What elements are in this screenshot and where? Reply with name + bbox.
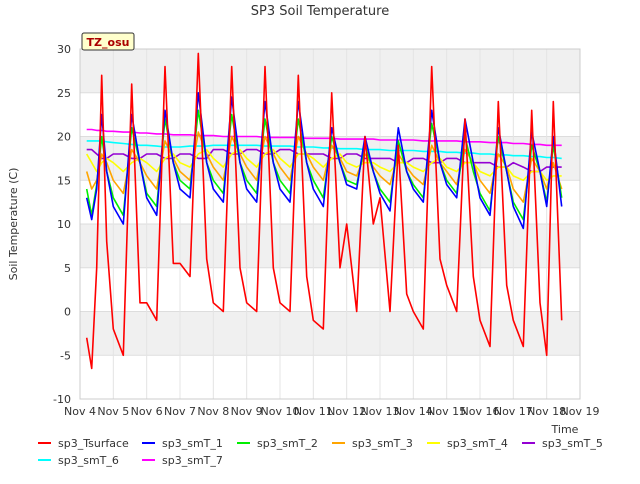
series-line-sp3-smt-3 [85,131,563,203]
legend-label: sp3_smT_7 [162,454,223,467]
y-axis-ticks: -10 -5 0 5 10 15 20 25 30 [53,43,71,406]
legend-label: sp3_smT_4 [447,437,508,450]
x-tick-label: Nov 5 [97,405,129,418]
x-tick-label: Nov 12 [327,405,366,418]
legend-item: sp3_smT_5 [522,437,603,450]
legend-label: sp3_smT_5 [542,437,603,450]
x-tick-label: Nov 19 [561,405,600,418]
x-tick-label: Nov 13 [361,405,400,418]
x-tick-label: Nov 7 [164,405,196,418]
x-tick-label: Nov 14 [394,405,433,418]
plot-band [80,224,580,268]
x-tick-label: Nov 16 [461,405,500,418]
series-line-sp3-smt-6 [86,140,562,160]
legend-label: sp3_Tsurface [58,437,129,450]
chart-title: SP3 Soil Temperature [251,4,389,19]
x-tick-label: Nov 9 [231,405,263,418]
legend-label: sp3_smT_6 [58,454,119,467]
series-line-sp3-smt-1 [85,92,563,230]
series-line-sp3-tsurface [85,52,563,370]
y-tick-label: 5 [64,262,71,275]
x-tick-label: Nov 18 [527,405,566,418]
legend-label: sp3_smT_2 [257,437,318,450]
x-tick-label: Nov 17 [494,405,533,418]
series-layer [85,52,563,370]
annotation-box: TZ_osu [81,32,135,51]
x-tick-label: Nov 4 [64,405,96,418]
legend-item: sp3_smT_3 [332,437,413,450]
x-axis-label: Time [551,423,579,436]
plot-frame [79,48,581,400]
plot-band [80,311,580,356]
legend-item: sp3_smT_7 [142,454,223,467]
x-tick-label: Nov 10 [261,405,300,418]
x-tick-label: Nov 8 [197,405,229,418]
x-tick-label: Nov 6 [131,405,163,418]
legend-item: sp3_smT_4 [427,437,508,450]
y-tick-label: 20 [57,131,71,144]
annotation-label: TZ_osu [87,36,130,49]
y-tick-label: -5 [60,349,71,362]
series-line-sp3-smt-7 [86,128,562,147]
legend-item: sp3_Tsurface [38,437,129,450]
series-line-sp3-smt-5 [86,148,562,173]
series-line-sp3-smt-4 [86,148,562,182]
x-tick-label: Nov 15 [427,405,466,418]
y-tick-label: 0 [64,306,71,319]
legend-item: sp3_smT_1 [142,437,223,450]
legend-label: sp3_smT_3 [352,437,413,450]
legend-label: sp3_smT_1 [162,437,223,450]
legend: sp3_Tsurface sp3_smT_1 sp3_smT_2 sp3_smT_3 s… [38,437,603,467]
y-tick-label: 25 [57,87,71,100]
legend-item: sp3_smT_6 [38,454,119,467]
y-axis-label: Soil Temperature (C) [7,168,20,281]
y-tick-label: 15 [57,174,71,187]
y-tick-label: -10 [53,393,71,406]
y-tick-label: 30 [57,43,71,56]
plot-band [80,49,580,93]
y-tick-label: 10 [57,218,71,231]
x-tick-label: Nov 11 [294,405,333,418]
legend-item: sp3_smT_2 [237,437,318,450]
series-line-sp3-smt-2 [85,109,563,221]
